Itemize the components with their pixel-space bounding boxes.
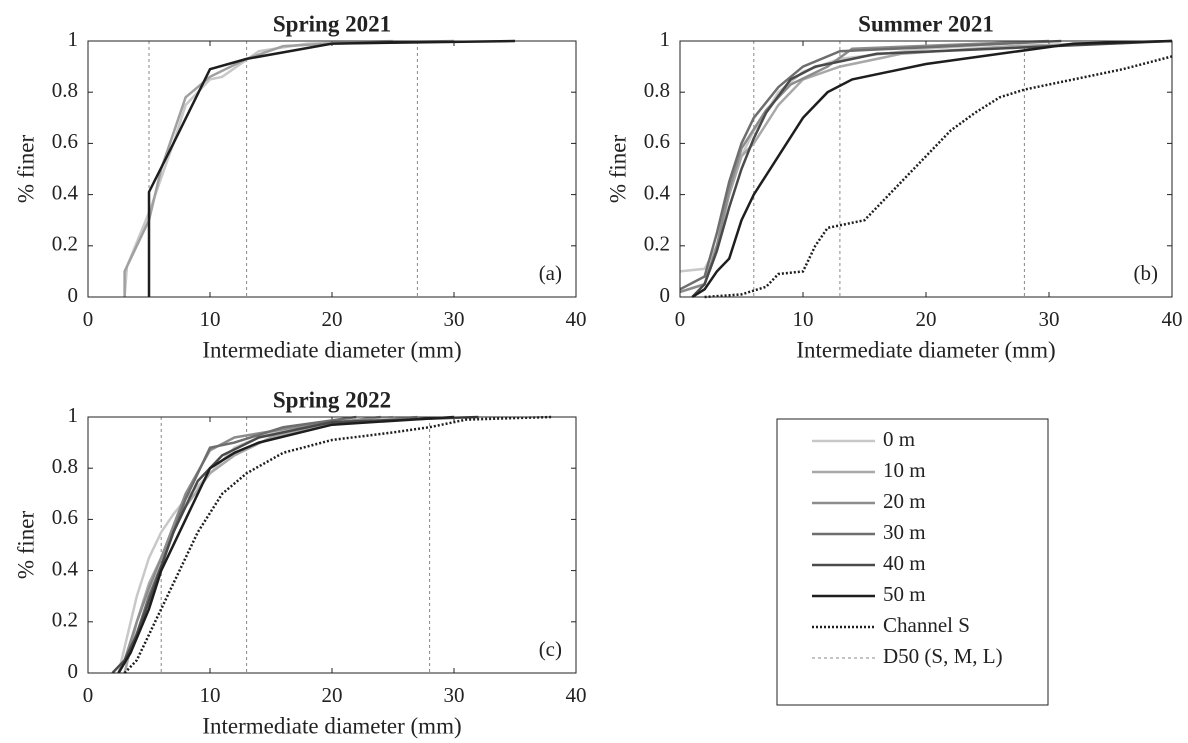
y-tick-label: 0.8 (52, 454, 78, 478)
panel-label: (c) (539, 637, 562, 661)
y-tick-label: 1 (660, 27, 671, 51)
legend-label: 50 m (883, 582, 926, 606)
x-tick-label: 10 (793, 307, 814, 331)
chart-title: Spring 2021 (273, 11, 391, 36)
chart-title: Summer 2021 (858, 11, 994, 36)
y-tick-label: 0 (68, 659, 79, 683)
series-line (691, 39, 1173, 298)
y-tick-label: 0.4 (52, 556, 79, 580)
y-tick-label: 0.8 (644, 78, 670, 102)
y-tick-label: 0.4 (52, 180, 79, 204)
legend-label: 30 m (883, 520, 926, 544)
series-line (704, 55, 1173, 299)
plot-area (87, 40, 577, 298)
series-line (123, 415, 552, 674)
panel-label: (a) (539, 261, 562, 285)
series-line (123, 39, 455, 297)
plot-frame (87, 416, 577, 674)
x-tick-label: 30 (444, 307, 465, 331)
x-tick-label: 40 (566, 307, 587, 331)
y-tick-label: 0.2 (52, 232, 78, 256)
x-tick-label: 20 (916, 307, 937, 331)
chart-title: Spring 2022 (273, 387, 391, 412)
series-line (117, 415, 455, 674)
y-tick-label: 0.2 (644, 232, 670, 256)
y-tick-label: 0.8 (52, 78, 78, 102)
x-tick-label: 40 (1162, 307, 1183, 331)
x-axis-label: Intermediate diameter (mm) (202, 337, 461, 362)
y-tick-label: 0 (68, 283, 79, 307)
x-tick-label: 30 (1039, 307, 1060, 331)
y-axis-label: % finer (13, 510, 38, 579)
legend-label: 10 m (883, 458, 926, 482)
legend-label: 0 m (883, 427, 915, 451)
legend-box (776, 418, 1049, 706)
x-tick-label: 20 (322, 683, 343, 707)
panel-label: (b) (1134, 261, 1159, 285)
y-tick-label: 1 (68, 403, 79, 427)
legend-label: Channel S (883, 613, 970, 637)
x-tick-label: 0 (83, 307, 94, 331)
plot-frame (87, 40, 577, 298)
x-tick-label: 0 (83, 683, 94, 707)
x-axis-label: Intermediate diameter (mm) (202, 713, 461, 738)
x-tick-label: 10 (200, 683, 221, 707)
y-tick-label: 0.2 (52, 608, 78, 632)
y-axis-label: % finer (13, 134, 38, 203)
legend-label: 20 m (883, 489, 926, 513)
plot-frame (679, 40, 1173, 298)
y-tick-label: 0.6 (52, 505, 78, 529)
y-tick-label: 0.4 (644, 180, 671, 204)
y-tick-label: 0 (660, 283, 671, 307)
x-axis-label: Intermediate diameter (mm) (796, 337, 1055, 362)
y-tick-label: 0.6 (52, 129, 78, 153)
legend-label: D50 (S, M, L) (883, 644, 1003, 668)
legend-label: 40 m (883, 551, 926, 575)
x-tick-label: 40 (566, 683, 587, 707)
series-line (679, 39, 1062, 291)
series-line (691, 39, 1173, 299)
x-tick-label: 20 (322, 307, 343, 331)
x-tick-label: 0 (675, 307, 686, 331)
y-tick-label: 0.6 (644, 129, 670, 153)
y-axis-label: % finer (605, 134, 630, 203)
x-tick-label: 30 (444, 683, 465, 707)
series-line (111, 415, 479, 674)
plot-area (679, 40, 1173, 298)
x-tick-label: 10 (200, 307, 221, 331)
series-line (147, 39, 516, 297)
y-tick-label: 1 (68, 27, 79, 51)
